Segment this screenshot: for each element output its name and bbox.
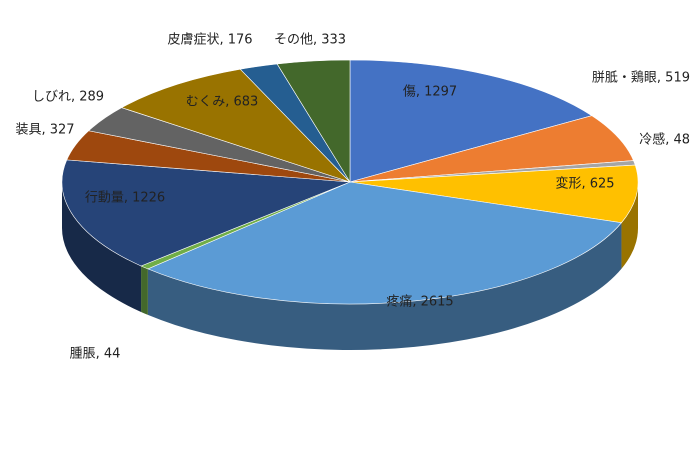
pie-side xyxy=(147,222,622,350)
pie-slice xyxy=(349,59,593,183)
pie-side xyxy=(62,182,142,312)
pie-side xyxy=(141,265,148,315)
pie-side xyxy=(621,182,638,269)
pie-slice xyxy=(120,68,351,183)
data-label: 装具, 327 xyxy=(15,123,74,138)
data-label: 変形, 625 xyxy=(555,176,614,192)
pie-slice xyxy=(276,59,351,184)
data-label: その他, 333 xyxy=(274,33,346,48)
data-label: 冷感, 48 xyxy=(639,132,690,148)
pie-slice xyxy=(349,115,634,183)
data-label: 腫脹, 44 xyxy=(70,346,121,362)
data-label: 傷, 1297 xyxy=(403,85,457,100)
data-label: しびれ, 289 xyxy=(32,90,104,105)
pie-slice xyxy=(349,164,639,224)
pie-slice xyxy=(61,159,351,267)
data-label: 胼胝・鶏眼, 519 xyxy=(592,71,690,86)
data-label: 行動量, 1226 xyxy=(85,191,165,206)
data-label: 疼痛, 2615 xyxy=(386,294,453,310)
data-label: 皮膚症状, 176 xyxy=(167,32,252,48)
pie-slice xyxy=(147,181,623,305)
data-label: むくみ, 683 xyxy=(186,95,259,110)
